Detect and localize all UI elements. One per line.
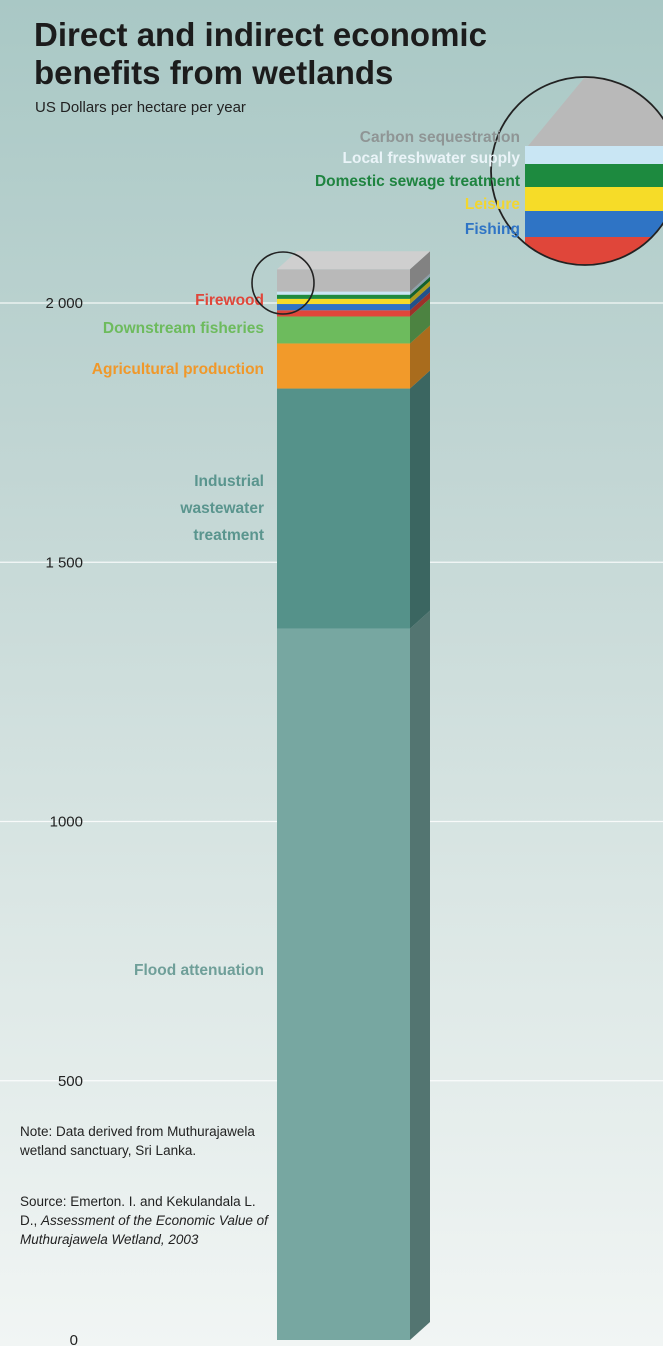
segment-label-line: Industrial [194,473,264,490]
magnifier-label: Leisure [465,196,521,213]
bar-segment-side [410,251,430,292]
segment-label: Firewood [195,292,264,309]
magnifier-band [525,164,663,187]
y-tick-label: 2 000 [45,295,83,312]
segment-label-line: treatment [193,527,264,544]
bar-segment [277,269,410,292]
magnifier-band [528,77,663,146]
bar-segment [277,316,410,344]
y-tick-label: 1 500 [45,554,83,571]
magnifier-band [525,146,663,164]
bar-segment [277,298,410,305]
y-tick-label: 0 [70,1332,78,1346]
bar-segment [277,304,410,311]
magnifier-band [525,187,663,211]
bar-segment [277,343,410,389]
bar-segment [277,310,410,317]
magnifier-circle [490,76,663,266]
bar-segment-side [410,286,430,311]
data-note: Note: Data derived from Muthurajawela we… [20,1124,255,1158]
bar-segment-side [410,610,430,1340]
magnifier-label: Domestic sewage treatment [315,173,520,190]
segment-label: Flood attenuation [134,962,264,979]
segment-label: Agricultural production [92,361,264,378]
magnifier-label: Fishing [465,221,520,238]
bar-segment-side [410,298,430,344]
bar-segment-side [410,325,430,389]
magnifier-label: Local freshwater supply [343,150,521,167]
chart-subtitle: US Dollars per hectare per year [35,99,246,116]
segment-label-line: wastewater [179,500,264,517]
bar-segment-side [410,370,430,629]
bar-segment-side [410,273,430,295]
magnifier-label: Carbon sequestration [360,129,520,146]
chart-title: Direct and indirect economic benefits fr… [34,16,487,91]
highlight-circle [251,251,315,315]
bar-segment [277,294,410,299]
source-prefix: Source: Emerton. I. and Kekulandala L. D… [20,1194,256,1228]
y-tick-label: 500 [58,1073,83,1090]
segment-label: Downstream fisheries [103,320,264,337]
magnifier-group [525,77,663,265]
bar-segment [277,628,410,1340]
bar-top-face [277,251,430,270]
data-source: Source: Emerton. I. and Kekulandala L. D… [20,1192,270,1249]
y-tick-label: 1000 [50,814,83,831]
magnifier-band [525,211,663,237]
bar-segment-side [410,292,430,317]
source-title: Assessment of the Economic Value of Muth… [20,1213,268,1247]
bar-segment [277,388,410,629]
segment-label: Industrial wastewater treatment [179,473,264,544]
bar-segment-side [410,280,430,305]
bar-segment-side [410,276,430,299]
bar-segment [277,291,410,295]
